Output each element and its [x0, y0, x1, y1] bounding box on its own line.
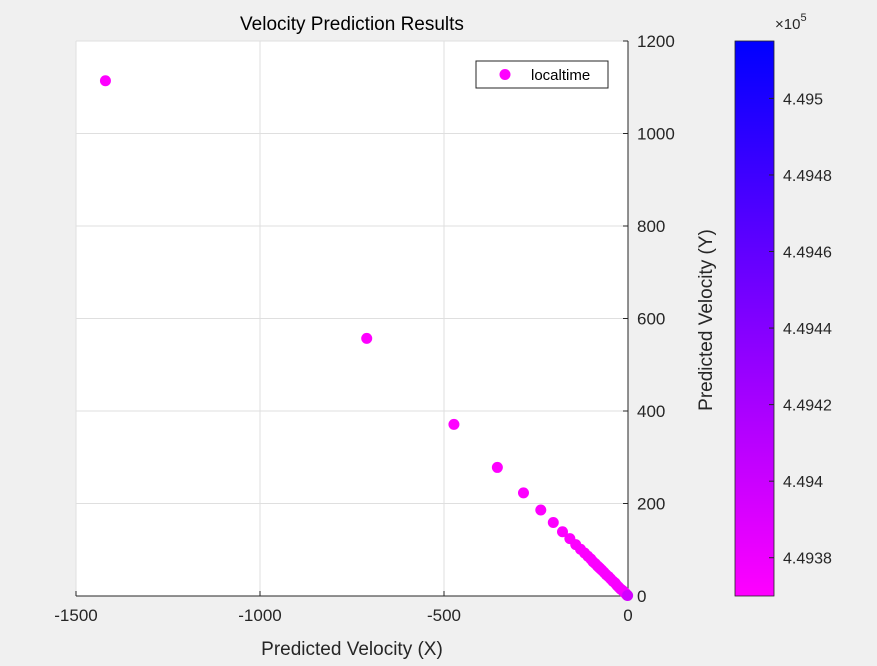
- colorbar-tick-label: 4.4942: [783, 398, 832, 415]
- legend-marker: [499, 69, 511, 80]
- colorbar-tick-label: 4.494: [783, 474, 823, 491]
- legend-entry-localtime: localtime: [531, 67, 590, 84]
- scatter-point: [547, 516, 559, 528]
- y-tick-label: 1200: [637, 32, 675, 51]
- scatter-point: [99, 75, 111, 87]
- scatter-point: [491, 461, 503, 473]
- colorbar-ticks: 4.4938 4.494 4.4942 4.4944 4.4946 4.4948 4.495: [769, 91, 832, 568]
- x-axis-label: Predicted Velocity (X): [261, 639, 443, 660]
- legend-box: [475, 60, 609, 89]
- y-tick-label: 600: [637, 310, 665, 329]
- scatter-point: [517, 487, 529, 499]
- y-axis-label: Predicted Velocity (Y): [696, 229, 717, 411]
- scatter-point: [448, 418, 460, 430]
- scatter-points: [99, 75, 634, 602]
- scatter-point: [361, 332, 373, 344]
- colorbar-exponent-power: 5: [800, 12, 806, 24]
- chart-title: Velocity Prediction Results: [240, 14, 464, 35]
- y-tick-label: 1000: [637, 125, 675, 144]
- x-axis-ticks: -1500 -1000 -500 0: [54, 591, 633, 625]
- scatter-point: [535, 504, 547, 516]
- grid: [75, 40, 629, 597]
- y-tick-label: 800: [637, 217, 665, 236]
- colorbar-exponent-label: ×105: [775, 12, 807, 33]
- colorbar-tick-label: 4.4938: [783, 551, 832, 568]
- colorbar-tick-label: 4.4944: [783, 321, 832, 338]
- x-tick-label: -1500: [54, 606, 97, 625]
- x-tick-label: 0: [623, 606, 632, 625]
- colorbar-tick-label: 4.4948: [783, 168, 832, 185]
- legend[interactable]: localtime: [475, 60, 609, 89]
- y-tick-label: 200: [637, 495, 665, 514]
- colorbar-tick-label: 4.495: [783, 91, 823, 108]
- scatter-point: [556, 526, 568, 538]
- y-tick-label: 400: [637, 402, 665, 421]
- y-axis-ticks: 0 200 400 600 800 1000 1200: [623, 32, 675, 606]
- colorbar-tick-label: 4.4946: [783, 245, 832, 262]
- colorbar-exponent-base: ×10: [775, 16, 800, 33]
- x-tick-label: -500: [427, 606, 461, 625]
- colorbar: [734, 40, 775, 597]
- x-tick-label: -1000: [238, 606, 281, 625]
- scatter-point: [622, 590, 634, 602]
- y-tick-label: 0: [637, 587, 646, 606]
